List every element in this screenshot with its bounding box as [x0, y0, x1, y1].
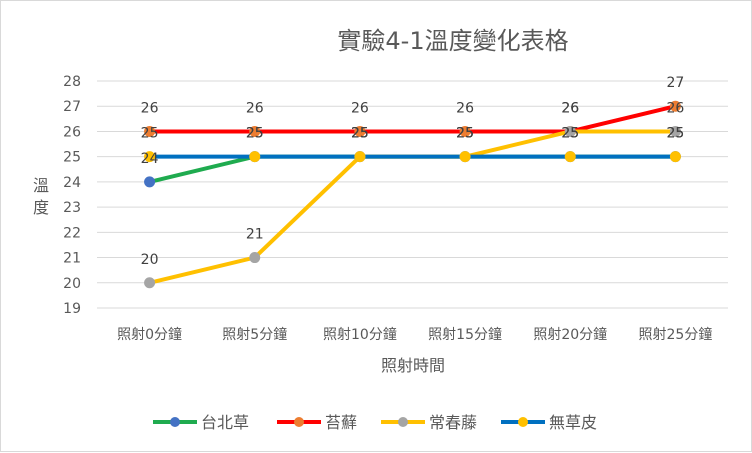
data-point	[459, 151, 471, 163]
data-label: 26	[561, 100, 579, 116]
legend-item-0: 台北草	[153, 413, 249, 432]
data-label: 25	[456, 126, 474, 142]
y-axis-title: 溫度	[33, 176, 49, 217]
y-tick-label: 24	[63, 175, 81, 191]
data-label: 21	[246, 227, 264, 243]
legend-label: 台北草	[201, 413, 249, 432]
data-label: 25	[351, 126, 369, 142]
x-tick-label: 照射10分鐘	[323, 326, 397, 343]
data-label: 26	[456, 100, 474, 116]
y-axis-title-char: 溫	[33, 176, 49, 195]
chart-title: 實驗4-1溫度變化表格	[337, 27, 568, 55]
data-label: 26	[561, 100, 579, 116]
series-line-0	[147, 154, 678, 184]
data-point	[669, 100, 681, 112]
y-axis-title-char: 度	[33, 198, 49, 217]
series-lines	[147, 104, 678, 285]
data-point	[144, 176, 156, 188]
data-point	[564, 125, 576, 137]
x-axis-title: 照射時間	[381, 356, 445, 375]
y-tick-label: 19	[63, 301, 81, 317]
data-label: 26	[351, 100, 369, 116]
y-tick-label: 21	[63, 251, 81, 267]
legend: 台北草 苔蘚 常春藤 無草皮	[153, 413, 597, 432]
x-tick-label: 照射0分鐘	[117, 326, 182, 343]
data-point	[144, 151, 156, 163]
data-label: 26	[141, 100, 159, 116]
data-point	[354, 151, 366, 163]
y-tick-label: 27	[63, 99, 81, 115]
data-label: 25	[246, 126, 264, 142]
data-label: 25	[456, 126, 474, 142]
data-label: 25	[141, 126, 159, 142]
y-tick-label: 20	[63, 276, 81, 292]
x-tick-label: 照射5分鐘	[222, 326, 287, 343]
y-axis-ticks: 19 20 21 22 23 24 25 26 27 28	[63, 74, 81, 317]
data-label: 20	[141, 252, 159, 268]
data-label: 25	[351, 126, 369, 142]
x-tick-label: 照射20分鐘	[533, 326, 607, 343]
legend-marker	[170, 417, 180, 427]
x-axis-ticks: 照射0分鐘 照射5分鐘 照射10分鐘 照射15分鐘 照射20分鐘 照射25分鐘	[117, 326, 712, 343]
data-point	[354, 125, 366, 137]
data-label: 27	[667, 75, 685, 91]
legend-item-1: 苔蘚	[277, 413, 357, 432]
legend-item-3: 無草皮	[501, 413, 597, 432]
y-tick-label: 28	[63, 74, 81, 90]
x-tick-label: 照射15分鐘	[428, 326, 502, 343]
legend-label: 常春藤	[429, 413, 477, 432]
series-markers	[144, 100, 681, 289]
data-label: 25	[351, 126, 369, 142]
data-point	[564, 151, 576, 163]
legend-marker	[398, 417, 408, 427]
y-tick-label: 25	[63, 150, 81, 166]
series-line-1	[147, 104, 678, 134]
data-label: 25	[667, 126, 685, 142]
data-label: 24	[141, 151, 159, 167]
legend-item-2: 常春藤	[381, 413, 477, 432]
y-tick-label: 23	[63, 200, 81, 216]
legend-marker	[294, 417, 304, 427]
data-label: 25	[456, 126, 474, 142]
data-point	[144, 125, 156, 137]
y-tick-label: 26	[63, 124, 81, 140]
data-label: 26	[246, 100, 264, 116]
data-point	[249, 151, 261, 163]
data-point	[669, 125, 681, 137]
data-label: 25	[561, 126, 579, 142]
data-label: 25	[246, 126, 264, 142]
y-tick-label: 22	[63, 225, 81, 241]
data-point	[669, 151, 681, 163]
data-point	[249, 125, 261, 137]
data-label: 26	[667, 100, 685, 116]
legend-label: 無草皮	[549, 413, 597, 432]
data-point	[144, 277, 156, 289]
legend-label: 苔蘚	[325, 413, 357, 432]
data-point	[249, 252, 261, 264]
x-tick-label: 照射25分鐘	[639, 326, 713, 343]
data-label: 25	[561, 126, 579, 142]
legend-marker	[518, 417, 528, 427]
data-point	[459, 125, 471, 137]
data-label: 25	[667, 126, 685, 142]
